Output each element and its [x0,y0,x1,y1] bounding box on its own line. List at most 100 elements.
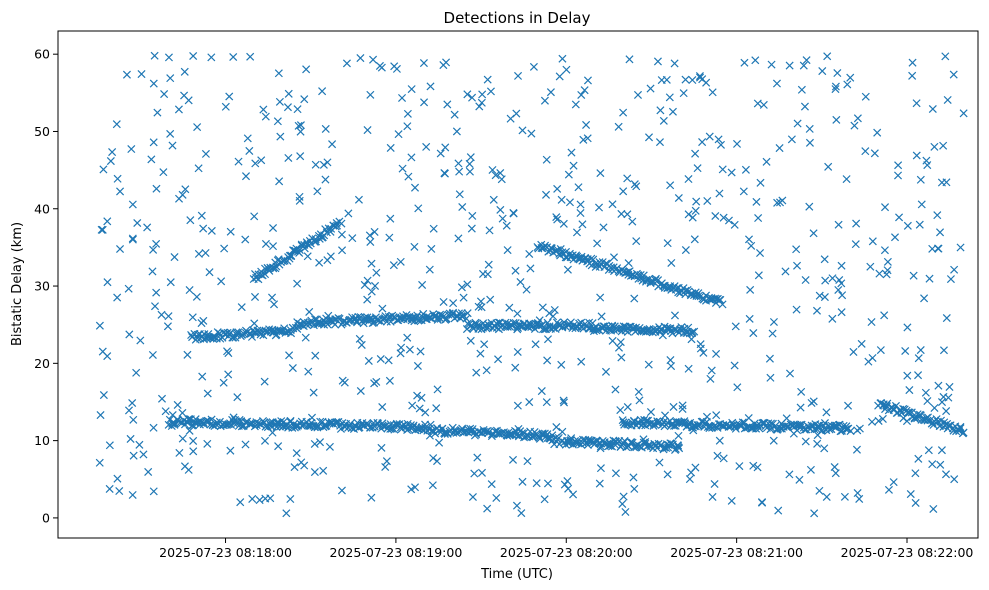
detection-marker [634,274,643,283]
detection-marker [707,366,716,375]
detection-marker [407,485,416,494]
detection-marker [621,507,630,517]
detection-marker [201,417,210,426]
detection-marker [410,242,419,251]
detection-marker [696,340,705,349]
detection-marker [646,408,655,417]
detection-marker [311,351,320,360]
detection-marker [840,492,849,501]
detection-marker [559,396,568,405]
detection-marker [852,445,861,454]
detection-marker [730,220,739,229]
detection-marker [261,494,270,503]
detection-marker [583,134,592,143]
detection-marker [635,396,644,405]
detection-marker [186,216,195,225]
detection-marker [454,159,463,168]
y-tick-label: 30 [34,279,50,294]
detection-marker [884,485,893,494]
detection-marker [661,411,670,420]
detection-marker [163,322,172,331]
detection-marker [513,309,522,318]
detection-marker [674,441,683,450]
detection-marker [363,126,372,135]
detection-marker [513,347,522,357]
detection-marker [908,58,917,67]
detection-marker [542,190,551,199]
detection-marker [385,233,394,242]
detection-marker [878,414,887,423]
detection-marker [936,460,945,469]
detection-marker [148,350,157,359]
detection-marker [436,149,445,158]
detection-marker [365,231,374,240]
detection-marker [368,318,377,328]
detection-marker [924,446,933,455]
detection-marker [822,492,831,501]
detection-marker [285,251,294,260]
detection-marker [311,160,320,169]
detection-marker [302,65,311,74]
detection-marker [805,138,814,147]
detection-marker [337,230,346,239]
detection-marker [846,427,855,436]
detection-marker [181,185,190,194]
detection-marker [505,430,514,439]
detection-marker [596,444,605,453]
detection-marker [248,494,257,503]
detection-marker [651,274,660,283]
detection-marker [124,406,134,415]
detection-marker [713,451,722,460]
detection-marker [867,317,876,327]
detection-marker [667,258,676,267]
detection-marker [644,441,653,450]
detection-marker [422,142,431,151]
detection-marker [667,362,676,371]
detection-marker [518,126,527,135]
detection-marker [492,493,501,503]
detection-marker [477,468,487,477]
detection-marker [454,234,463,243]
detection-marker [684,364,693,373]
detection-marker [849,347,858,356]
detection-marker [226,446,235,455]
detection-marker [512,501,521,510]
detection-marker [443,100,452,109]
detection-marker [572,228,581,237]
detection-marker [527,129,536,138]
detection-marker [301,333,310,342]
detection-marker [375,61,384,70]
detection-marker [261,112,270,121]
y-tick-label: 10 [34,433,50,448]
detection-marker [394,130,403,139]
detection-marker [758,498,767,507]
detection-marker [793,261,802,270]
detection-marker [883,257,892,266]
y-tick-label: 50 [34,124,50,139]
detection-marker [477,303,486,312]
detection-marker [367,259,376,268]
detection-marker [108,148,117,157]
detection-marker [348,234,357,243]
detection-marker [802,56,811,65]
detection-marker [801,437,810,446]
detection-marker [540,96,549,105]
detection-marker [775,144,784,153]
detection-marker [681,246,690,255]
detection-marker [828,314,837,323]
detection-marker [428,481,437,490]
detection-marker [754,271,763,280]
detection-marker [793,119,802,128]
detection-marker [939,141,948,150]
detection-marker [276,132,285,141]
detection-marker [268,293,277,302]
detection-marker [928,460,937,469]
detection-marker [487,480,496,489]
detection-marker [711,211,720,221]
detection-marker [465,167,474,176]
detection-marker [321,175,330,184]
detection-marker [386,143,395,152]
detection-marker [943,95,952,105]
detection-marker [712,411,721,420]
detection-marker [820,255,829,264]
